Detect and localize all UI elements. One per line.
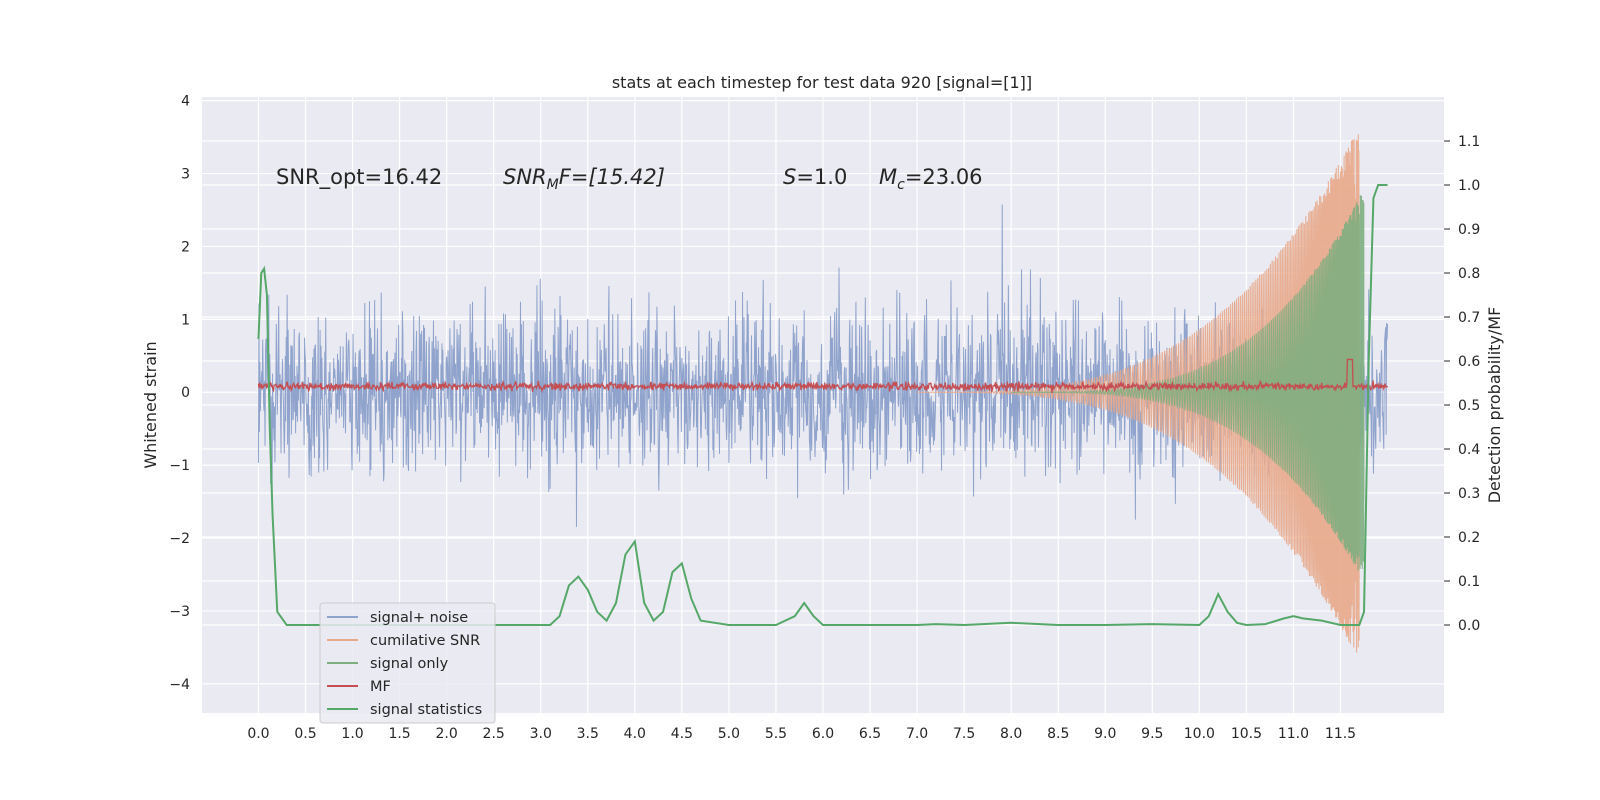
series-cumulative-snr <box>917 134 1360 653</box>
x-tick-labels: 0.0 0.5 1.0 1.5 2.0 2.5 3.0 3.5 4.0 4.5 5.0 5.5 6.0 6… <box>247 726 1356 742</box>
y-tick-labels: 4 3 2 1 0 −1 −2 −3 −4 <box>169 94 190 693</box>
legend-label-cumulative-snr: cumilative SNR <box>370 633 480 649</box>
y2-tick-labels: 1.1 1.0 0.9 0.8 0.7 0.6 0.5 0.4 0.3 0.2 0.1 0.0 <box>1458 134 1480 634</box>
legend-label-signal-statistics: signal statistics <box>370 702 482 718</box>
x-tick-label: 1.0 <box>341 726 363 742</box>
x-tick-label: 5.0 <box>718 726 740 742</box>
x-tick-label: 9.0 <box>1094 726 1116 742</box>
legend-box <box>319 602 496 724</box>
x-tick-label: 6.5 <box>859 726 881 742</box>
y2-tick-label: 0.5 <box>1458 398 1480 414</box>
annotation-chirp-mass: Mc=23.06 <box>879 165 983 193</box>
x-tick-label: 10.5 <box>1231 726 1262 742</box>
x-tick-label: 11.5 <box>1325 726 1356 742</box>
y-tick-label: −2 <box>169 531 190 547</box>
series-signal-only <box>1011 195 1365 571</box>
series-signal-statistics <box>257 184 1388 627</box>
x-tick-label: 8.0 <box>1000 726 1022 742</box>
x-tick-label: 0.0 <box>247 726 269 742</box>
legend-label-signal-noise: signal+ noise <box>370 610 468 626</box>
x-tick-label: 3.0 <box>530 726 552 742</box>
y-tick-label: −4 <box>169 677 190 693</box>
x-tick-label: 11.0 <box>1278 726 1309 742</box>
y2-tick-label: 0.2 <box>1458 530 1480 546</box>
x-tick-label: 3.5 <box>577 726 599 742</box>
x-tick-label: 7.0 <box>906 726 928 742</box>
y2-tick-label: 0.0 <box>1458 618 1480 634</box>
x-tick-label: 9.5 <box>1141 726 1163 742</box>
y2-tick-label: 0.6 <box>1458 354 1480 370</box>
chart-title: stats at each timestep for test data 920… <box>612 73 1032 92</box>
annotation-snr-mf: SNRMF=[15.42] <box>503 165 665 193</box>
y-tick-label: 0 <box>181 385 190 401</box>
y-tick-label: 3 <box>181 167 190 183</box>
y2-tick-label: 0.9 <box>1458 222 1480 238</box>
legend: signal+ noise cumilative SNR signal only… <box>319 602 496 724</box>
y2-tick-label: 0.7 <box>1458 310 1480 326</box>
legend-label-signal-only: signal only <box>370 656 449 672</box>
y2-tick-label: 1.0 <box>1458 178 1480 194</box>
x-tick-label: 10.0 <box>1184 726 1215 742</box>
x-tick-label: 6.0 <box>812 726 834 742</box>
x-tick-label: 7.5 <box>953 726 975 742</box>
x-tick-label: 5.5 <box>765 726 787 742</box>
annotation-snr-opt: SNR_opt=16.42 <box>276 165 442 190</box>
x-tick-label: 1.5 <box>388 726 410 742</box>
y2-tick-label: 0.3 <box>1458 486 1480 502</box>
x-tick-label: 8.5 <box>1047 726 1069 742</box>
x-tick-label: 0.5 <box>294 726 316 742</box>
x-tick-label: 2.5 <box>483 726 505 742</box>
legend-label-mf: MF <box>370 679 391 695</box>
y2-axis-label: Detection probability/MF <box>1485 307 1504 504</box>
y-axis-label: Whitened strain <box>141 341 160 468</box>
y-tick-label: 4 <box>181 94 190 110</box>
y-tick-label: 2 <box>181 239 190 255</box>
x-tick-label: 4.0 <box>624 726 646 742</box>
y2-tick-label: 1.1 <box>1458 134 1480 150</box>
y-tick-label: −3 <box>169 604 190 620</box>
series-layer <box>257 134 1389 653</box>
x-tick-label: 2.0 <box>436 726 458 742</box>
series-mf <box>257 358 1389 394</box>
y2-tick-label: 0.4 <box>1458 442 1480 458</box>
y2-tick-label: 0.1 <box>1458 574 1480 590</box>
y-tick-label: −1 <box>169 458 190 474</box>
annotation-spin: S=1.0 <box>783 165 847 189</box>
y2-tick-label: 0.8 <box>1458 266 1480 282</box>
x-tick-label: 4.5 <box>671 726 693 742</box>
y-tick-label: 1 <box>181 312 190 328</box>
